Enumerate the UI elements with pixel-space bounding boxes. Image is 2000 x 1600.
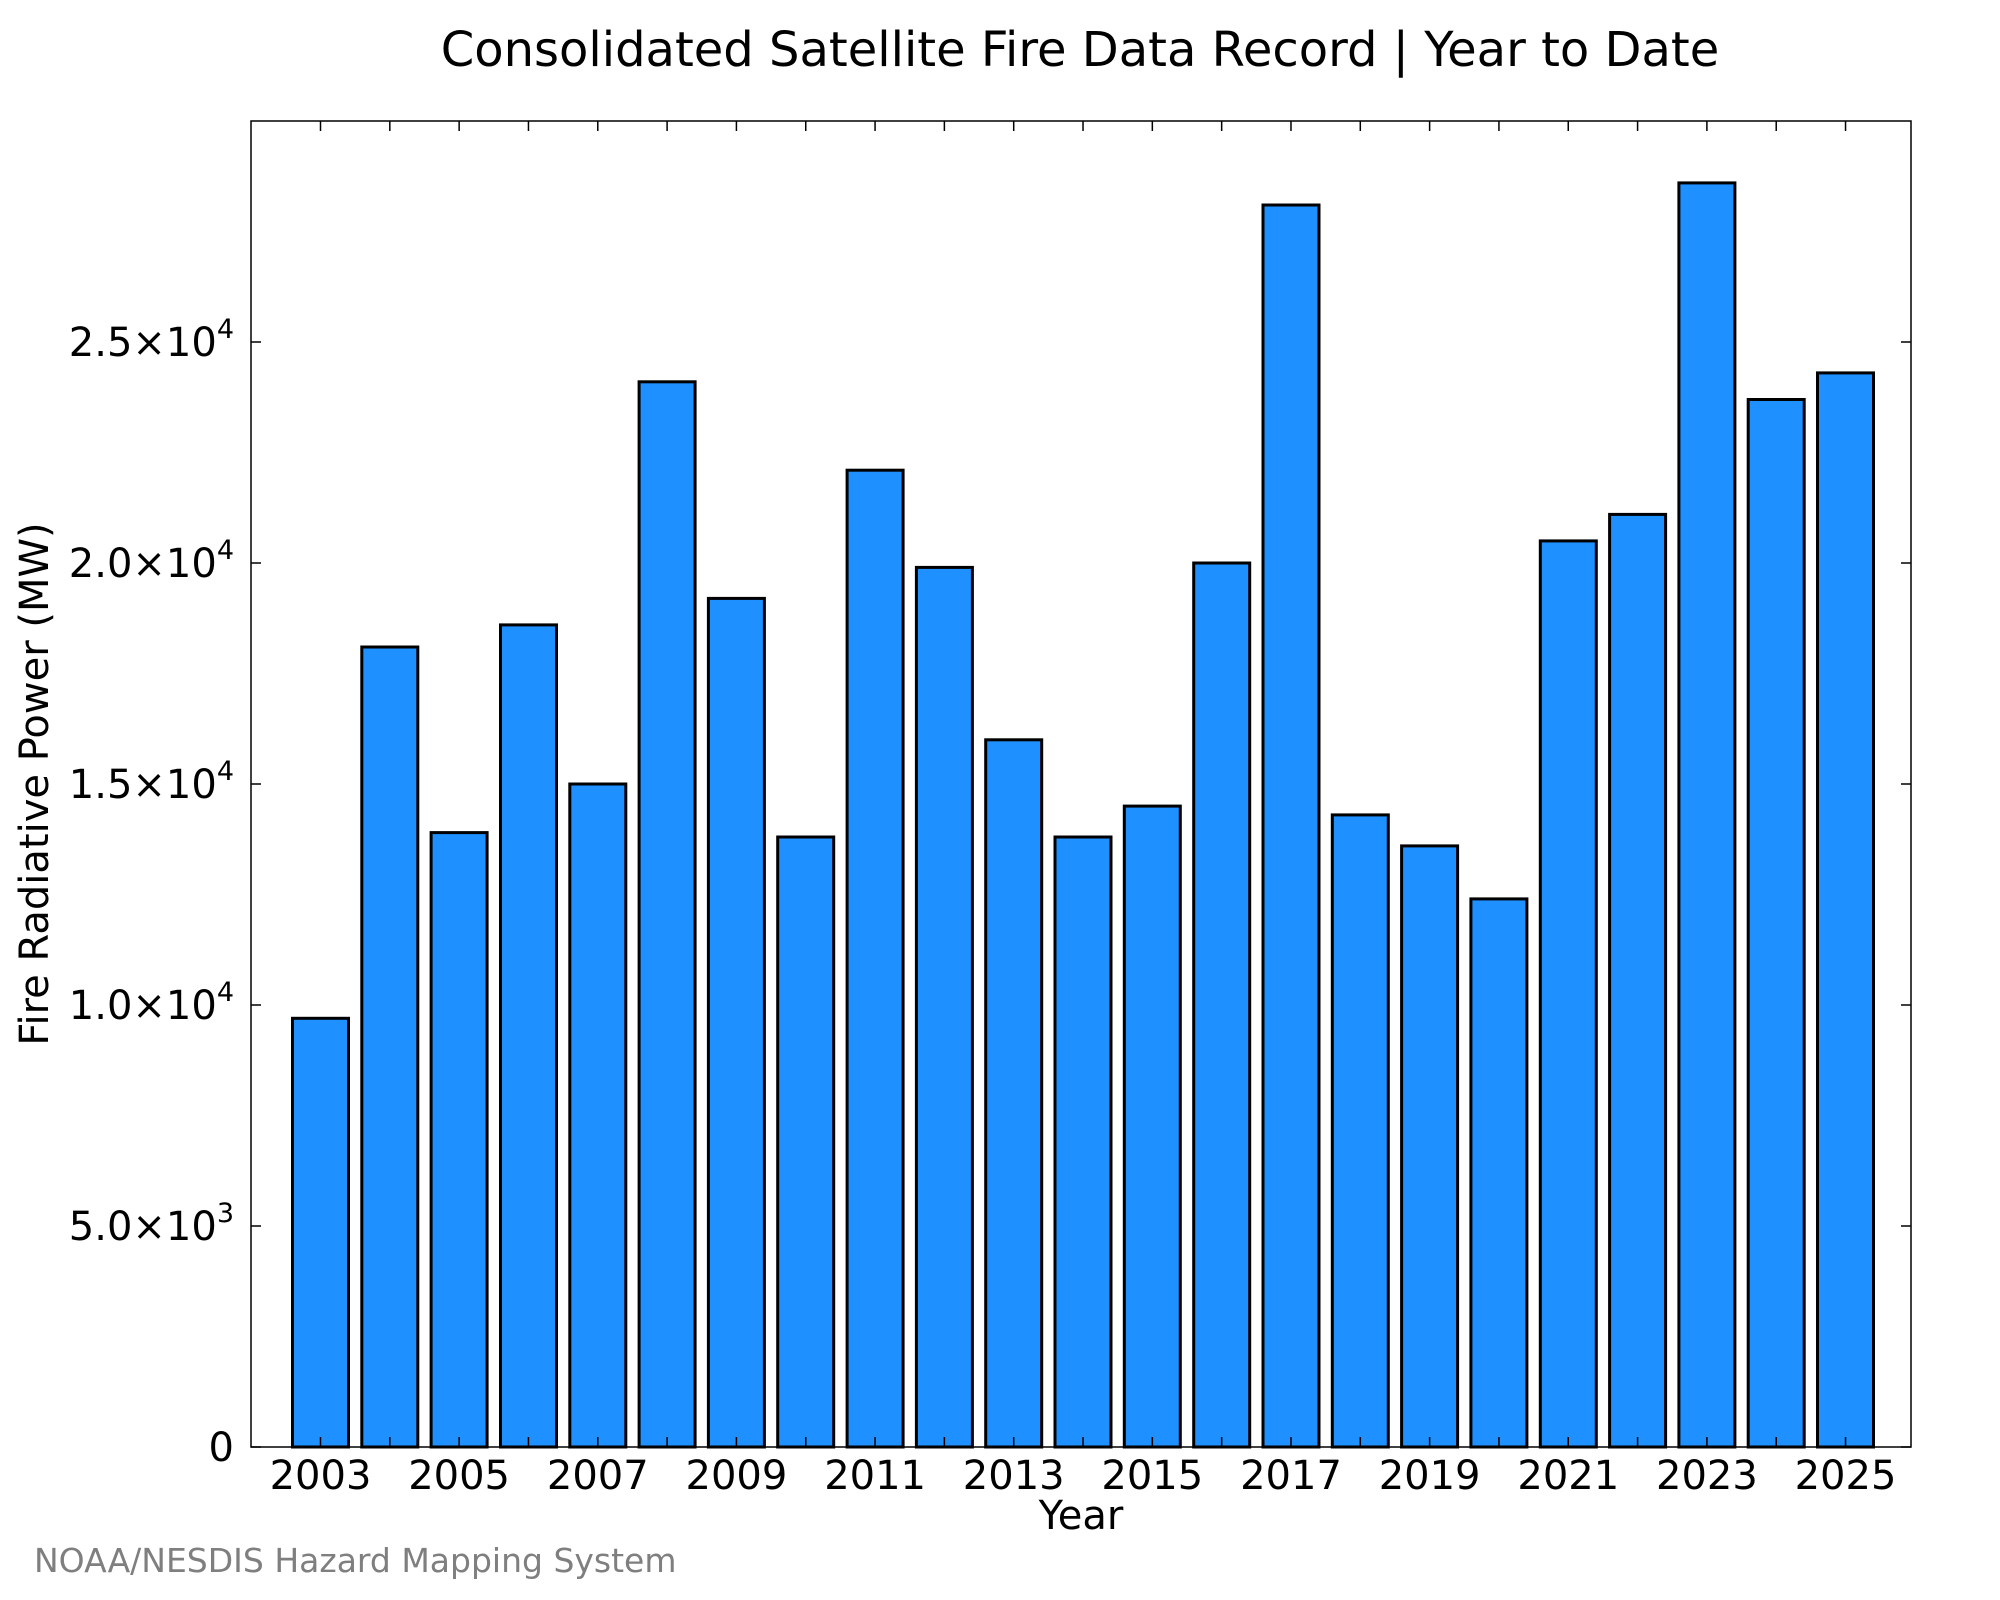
bar-2021	[1538, 539, 1598, 1449]
bar-2022	[1608, 512, 1668, 1449]
y-tick-label: 2.0×104	[69, 535, 234, 587]
x-tick-label: 2003	[270, 1453, 372, 1499]
y-tick-label: 0	[209, 1425, 234, 1471]
x-tick-label: 2013	[963, 1453, 1065, 1499]
x-tick-label: 2011	[824, 1453, 926, 1499]
bar-2009	[706, 596, 766, 1449]
tick-labels-group: 2003 2005 2007 2009 2011 2013 2015 2017 2019 2021…	[69, 314, 1897, 1499]
bar-2006	[499, 623, 558, 1449]
x-tick-label: 2025	[1795, 1453, 1897, 1499]
x-axis-label: Year	[1038, 1493, 1124, 1539]
bar-2010	[776, 835, 836, 1449]
x-tick-label: 2015	[1101, 1453, 1203, 1499]
ticks-group	[251, 121, 1911, 1448]
bar-2018	[1330, 813, 1390, 1449]
bar-2019	[1400, 844, 1460, 1449]
x-tick-label: 2009	[686, 1453, 788, 1499]
bar-2012	[914, 565, 974, 1449]
x-tick-label: 2017	[1240, 1453, 1342, 1499]
x-tick-label: 2007	[547, 1453, 649, 1499]
bar-2023	[1677, 181, 1737, 1449]
y-axis-label: Fire Radiative Power (MW)	[12, 522, 58, 1045]
bar-2017	[1261, 203, 1321, 1449]
source-credit: NOAA/NESDIS Hazard Mapping System	[34, 1541, 677, 1580]
bar-2007	[568, 782, 628, 1449]
bar-2003	[291, 1016, 350, 1449]
chart-title: Consolidated Satellite Fire Data Record …	[441, 22, 1720, 78]
bar-2014	[1053, 835, 1113, 1449]
bar-2020	[1469, 897, 1529, 1449]
bar-2016	[1192, 561, 1252, 1449]
y-tick-label: 2.5×104	[69, 314, 234, 366]
y-tick-label: 1.5×104	[69, 756, 234, 808]
bar-2015	[1122, 804, 1182, 1449]
x-tick-label: 2005	[408, 1453, 510, 1499]
bar-2004	[360, 645, 420, 1449]
x-tick-label: 2021	[1517, 1453, 1619, 1499]
x-tick-label: 2019	[1379, 1453, 1481, 1499]
bar-2005	[429, 831, 489, 1449]
bar-2013	[984, 738, 1044, 1449]
bar-2024	[1746, 398, 1806, 1449]
bar-2008	[637, 380, 697, 1449]
bars-group	[291, 181, 1875, 1449]
bar-2025	[1816, 371, 1875, 1449]
y-tick-label: 1.0×104	[69, 977, 234, 1029]
x-tick-label: 2023	[1656, 1453, 1758, 1499]
bar-2011	[845, 468, 905, 1449]
y-tick-label: 5.0×103	[69, 1198, 234, 1250]
